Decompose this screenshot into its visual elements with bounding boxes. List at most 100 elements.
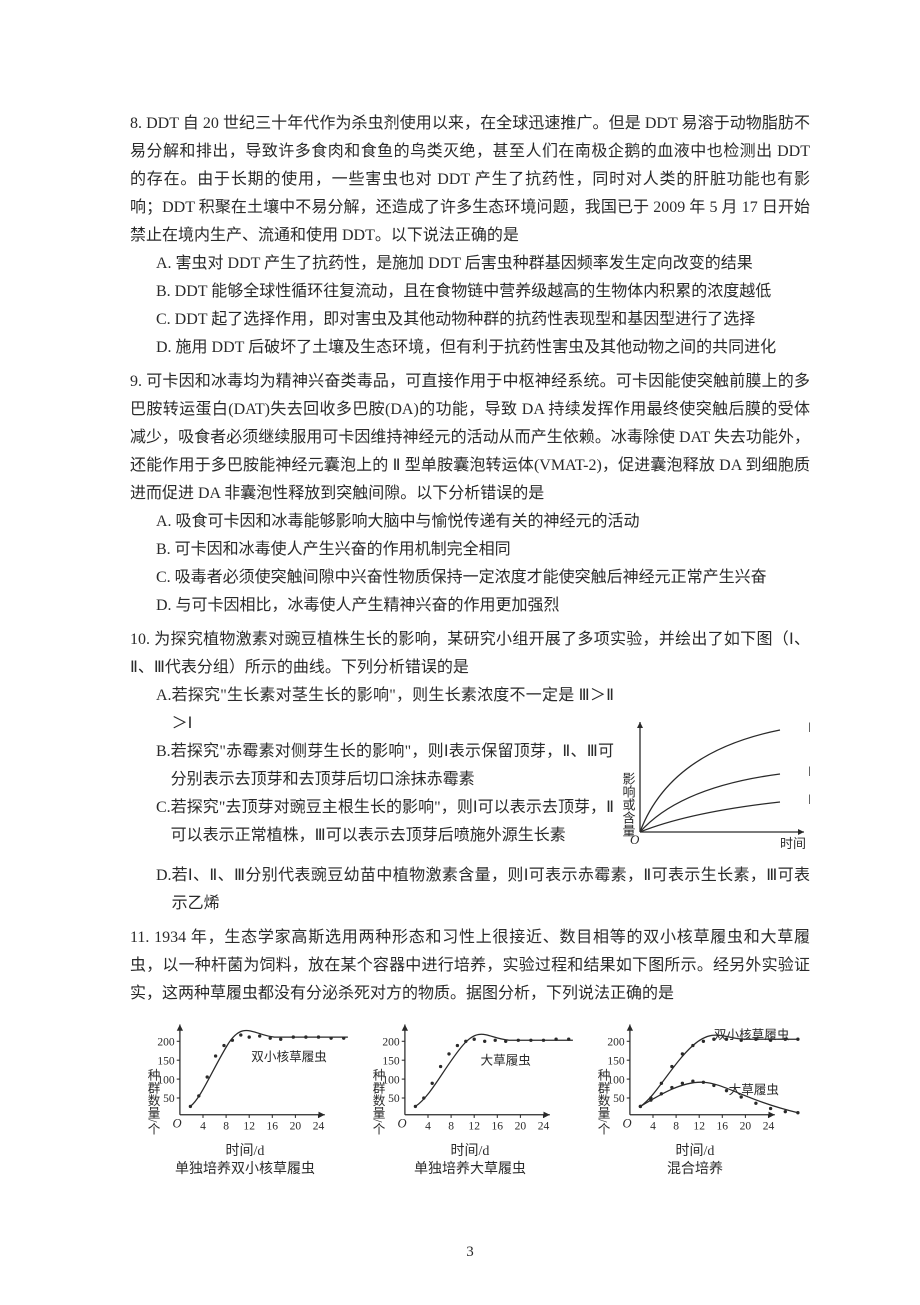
svg-text:8: 8 (673, 1121, 679, 1133)
q8-stem: 8. DDT 自 20 世纪三十年代作为杀虫剂使用以来，在全球迅速推广。但是 D… (130, 110, 810, 250)
q10-number: 10. (130, 631, 150, 648)
svg-text:12: 12 (693, 1121, 705, 1133)
q10-b-label: B. (156, 738, 171, 794)
q10-option-b: B. 若探究"赤霉素对侧芽生长的影响"，则Ⅰ表示保留顶芽，Ⅱ、Ⅲ可分别表示去顶芽… (156, 738, 614, 794)
question-8: 8. DDT 自 20 世纪三十年代作为杀虫剂使用以来，在全球迅速推广。但是 D… (130, 110, 810, 362)
q11-chart-1-svg: 种群数量/个501001502004812162024O双小核草履虫 (140, 1014, 350, 1135)
q8-options: A. 害虫对 DDT 产生了抗药性，是施加 DDT 后害虫种群基因频率发生定向改… (130, 250, 810, 362)
q9-option-d: D. 与可卡因相比，冰毒使人产生精神兴奋的作用更加强烈 (156, 592, 810, 620)
q10-option-d-wrap: D. 若Ⅰ、Ⅱ、Ⅲ分别代表豌豆幼苗中植物激素含量，则Ⅰ可表示赤霉素，Ⅱ可表示生长… (130, 862, 810, 918)
q10-c-body: 若探究"去顶芽对豌豆主根生长的影响"，则Ⅰ可以表示去顶芽，Ⅱ可以表示正常植株，Ⅲ… (171, 794, 614, 850)
q11-stem: 11. 1934 年，生态学家高斯选用两种形态和习性上很接近、数目相等的双小核草… (130, 924, 810, 1008)
svg-text:O: O (623, 1116, 632, 1130)
q11-chart-2: 种群数量/个501001502004812162024O大草履虫 时间/d 单独… (365, 1014, 575, 1179)
svg-text:200: 200 (382, 1037, 400, 1049)
q11-chart-3-caption: 时间/d 混合培养 (590, 1143, 800, 1179)
svg-text:4: 4 (200, 1121, 206, 1133)
svg-text:100: 100 (607, 1074, 625, 1086)
q8-option-c: C. DDT 起了选择作用，即对害虫及其他动物种群的抗药性表现型和基因型进行了选… (156, 306, 810, 334)
q10-chart: Ⅲ Ⅱ Ⅰ 影响或含量时间 O (620, 682, 810, 862)
svg-text:24: 24 (538, 1121, 550, 1133)
q10-d-body: 若Ⅰ、Ⅱ、Ⅲ分别代表豌豆幼苗中植物激素含量，则Ⅰ可表示赤霉素，Ⅱ可表示生长素，Ⅲ… (172, 862, 810, 918)
q10-option-a: A. 若探究"生长素对茎生长的影响"，则生长素浓度不一定是 Ⅲ＞Ⅱ＞Ⅰ (156, 682, 614, 738)
svg-text:50: 50 (388, 1093, 400, 1105)
q11-chart-3-svg: 种群数量/个501001502004812162024O双小核草履虫大草履虫 (590, 1014, 800, 1135)
q9-option-c: C. 吸毒者必须使突触间隙中兴奋性物质保持一定浓度才能使突触后神经元正常产生兴奋 (156, 564, 810, 592)
q11-charts: 种群数量/个501001502004812162024O双小核草履虫 时间/d … (130, 1014, 810, 1179)
svg-text:24: 24 (763, 1121, 775, 1133)
q8-number: 8. (130, 115, 142, 132)
q9-options: A. 吸食可卡因和冰毒能够影响大脑中与愉悦传递有关的神经元的活动 B. 可卡因和… (130, 508, 810, 620)
q10-stem: 10. 为探究植物激素对豌豆植株生长的影响，某研究小组开展了多项实验，并绘出了如… (130, 626, 810, 682)
svg-text:4: 4 (650, 1121, 656, 1133)
svg-text:8: 8 (223, 1121, 229, 1133)
svg-text:时间: 时间 (780, 836, 806, 851)
svg-text:50: 50 (163, 1093, 175, 1105)
svg-text:Ⅲ: Ⅲ (808, 720, 810, 735)
q9-number: 9. (130, 373, 142, 390)
q10-c-label: C. (156, 794, 171, 850)
q10-a-label: A. (156, 682, 172, 738)
q8-text: DDT 自 20 世纪三十年代作为杀虫剂使用以来，在全球迅速推广。但是 DDT … (130, 115, 810, 244)
q8-option-d: D. 施用 DDT 后破坏了土壤及生态环境，但有利于抗药性害虫及其他动物之间的共… (156, 334, 810, 362)
page-number: 3 (130, 1239, 810, 1265)
question-10: 10. 为探究植物激素对豌豆植株生长的影响，某研究小组开展了多项实验，并绘出了如… (130, 626, 810, 918)
page: 8. DDT 自 20 世纪三十年代作为杀虫剂使用以来，在全球迅速推广。但是 D… (0, 0, 920, 1305)
svg-text:50: 50 (613, 1093, 625, 1105)
svg-text:150: 150 (157, 1055, 175, 1067)
q8-option-a: A. 害虫对 DDT 产生了抗药性，是施加 DDT 后害虫种群基因频率发生定向改… (156, 250, 810, 278)
svg-text:O: O (398, 1116, 407, 1130)
svg-text:12: 12 (468, 1121, 480, 1133)
svg-text:O: O (173, 1116, 182, 1130)
q11-chart-2-caption: 时间/d 单独培养大草履虫 (365, 1143, 575, 1179)
q11-c1-title: 单独培养双小核草履虫 (140, 1161, 350, 1179)
q9-text: 可卡因和冰毒均为精神兴奋类毒品，可直接作用于中枢神经系统。可卡因能使突触前膜上的… (130, 373, 810, 502)
q10-text: 为探究植物激素对豌豆植株生长的影响，某研究小组开展了多项实验，并绘出了如下图（Ⅰ… (130, 631, 810, 676)
question-9: 9. 可卡因和冰毒均为精神兴奋类毒品，可直接作用于中枢神经系统。可卡因能使突触前… (130, 368, 810, 620)
q10-options: A. 若探究"生长素对茎生长的影响"，则生长素浓度不一定是 Ⅲ＞Ⅱ＞Ⅰ B. 若… (130, 682, 614, 862)
q9-option-a: A. 吸食可卡因和冰毒能够影响大脑中与愉悦传递有关的神经元的活动 (156, 508, 810, 536)
question-11: 11. 1934 年，生态学家高斯选用两种形态和习性上很接近、数目相等的双小核草… (130, 924, 810, 1179)
q10-d-label: D. (156, 862, 172, 918)
q10-b-body: 若探究"赤霉素对侧芽生长的影响"，则Ⅰ表示保留顶芽，Ⅱ、Ⅲ可分别表示去顶芽和去顶… (171, 738, 614, 794)
svg-text:双小核草履虫: 双小核草履虫 (251, 1050, 327, 1064)
svg-text:150: 150 (382, 1055, 400, 1067)
q10-option-c: C. 若探究"去顶芽对豌豆主根生长的影响"，则Ⅰ可以表示去顶芽，Ⅱ可以表示正常植… (156, 794, 614, 850)
svg-text:影响或含量: 影响或含量 (621, 772, 636, 837)
q11-chart-1: 种群数量/个501001502004812162024O双小核草履虫 时间/d … (140, 1014, 350, 1179)
svg-text:O: O (630, 832, 640, 847)
svg-text:双小核草履虫: 双小核草履虫 (714, 1028, 790, 1042)
svg-text:200: 200 (607, 1037, 625, 1049)
q9-stem: 9. 可卡因和冰毒均为精神兴奋类毒品，可直接作用于中枢神经系统。可卡因能使突触前… (130, 368, 810, 508)
q11-c3-title: 混合培养 (590, 1161, 800, 1179)
q9-option-b: B. 可卡因和冰毒使人产生兴奋的作用机制完全相同 (156, 536, 810, 564)
q11-text: 1934 年，生态学家高斯选用两种形态和习性上很接近、数目相等的双小核草履虫和大… (130, 929, 810, 1002)
svg-text:16: 16 (267, 1121, 279, 1133)
svg-text:150: 150 (607, 1055, 625, 1067)
svg-text:12: 12 (243, 1121, 255, 1133)
q8-option-b: B. DDT 能够全球性循环往复流动，且在食物链中营养级越高的生物体内积累的浓度… (156, 278, 810, 306)
svg-text:24: 24 (313, 1121, 325, 1133)
q11-c2-xlabel: 时间/d (365, 1143, 575, 1161)
q10-chart-svg: Ⅲ Ⅱ Ⅰ 影响或含量时间 O (620, 712, 810, 852)
svg-text:4: 4 (425, 1121, 431, 1133)
svg-text:Ⅱ: Ⅱ (808, 764, 810, 779)
svg-text:Ⅰ: Ⅰ (808, 792, 810, 807)
q11-number: 11. (130, 929, 149, 946)
svg-text:16: 16 (492, 1121, 504, 1133)
svg-text:大草履虫: 大草履虫 (481, 1053, 531, 1067)
q10-option-d: D. 若Ⅰ、Ⅱ、Ⅲ分别代表豌豆幼苗中植物激素含量，则Ⅰ可表示赤霉素，Ⅱ可表示生长… (156, 862, 810, 918)
svg-text:200: 200 (157, 1037, 175, 1049)
q11-chart-1-caption: 时间/d 单独培养双小核草履虫 (140, 1143, 350, 1179)
svg-text:16: 16 (717, 1121, 729, 1133)
q11-chart-3: 种群数量/个501001502004812162024O双小核草履虫大草履虫 时… (590, 1014, 800, 1179)
svg-text:100: 100 (157, 1074, 175, 1086)
svg-text:20: 20 (740, 1121, 752, 1133)
q11-c3-xlabel: 时间/d (590, 1143, 800, 1161)
q10-body: A. 若探究"生长素对茎生长的影响"，则生长素浓度不一定是 Ⅲ＞Ⅱ＞Ⅰ B. 若… (130, 682, 810, 862)
svg-text:8: 8 (448, 1121, 454, 1133)
q11-c1-xlabel: 时间/d (140, 1143, 350, 1161)
svg-text:100: 100 (382, 1074, 400, 1086)
q10-a-body: 若探究"生长素对茎生长的影响"，则生长素浓度不一定是 Ⅲ＞Ⅱ＞Ⅰ (172, 682, 614, 738)
svg-text:20: 20 (290, 1121, 302, 1133)
